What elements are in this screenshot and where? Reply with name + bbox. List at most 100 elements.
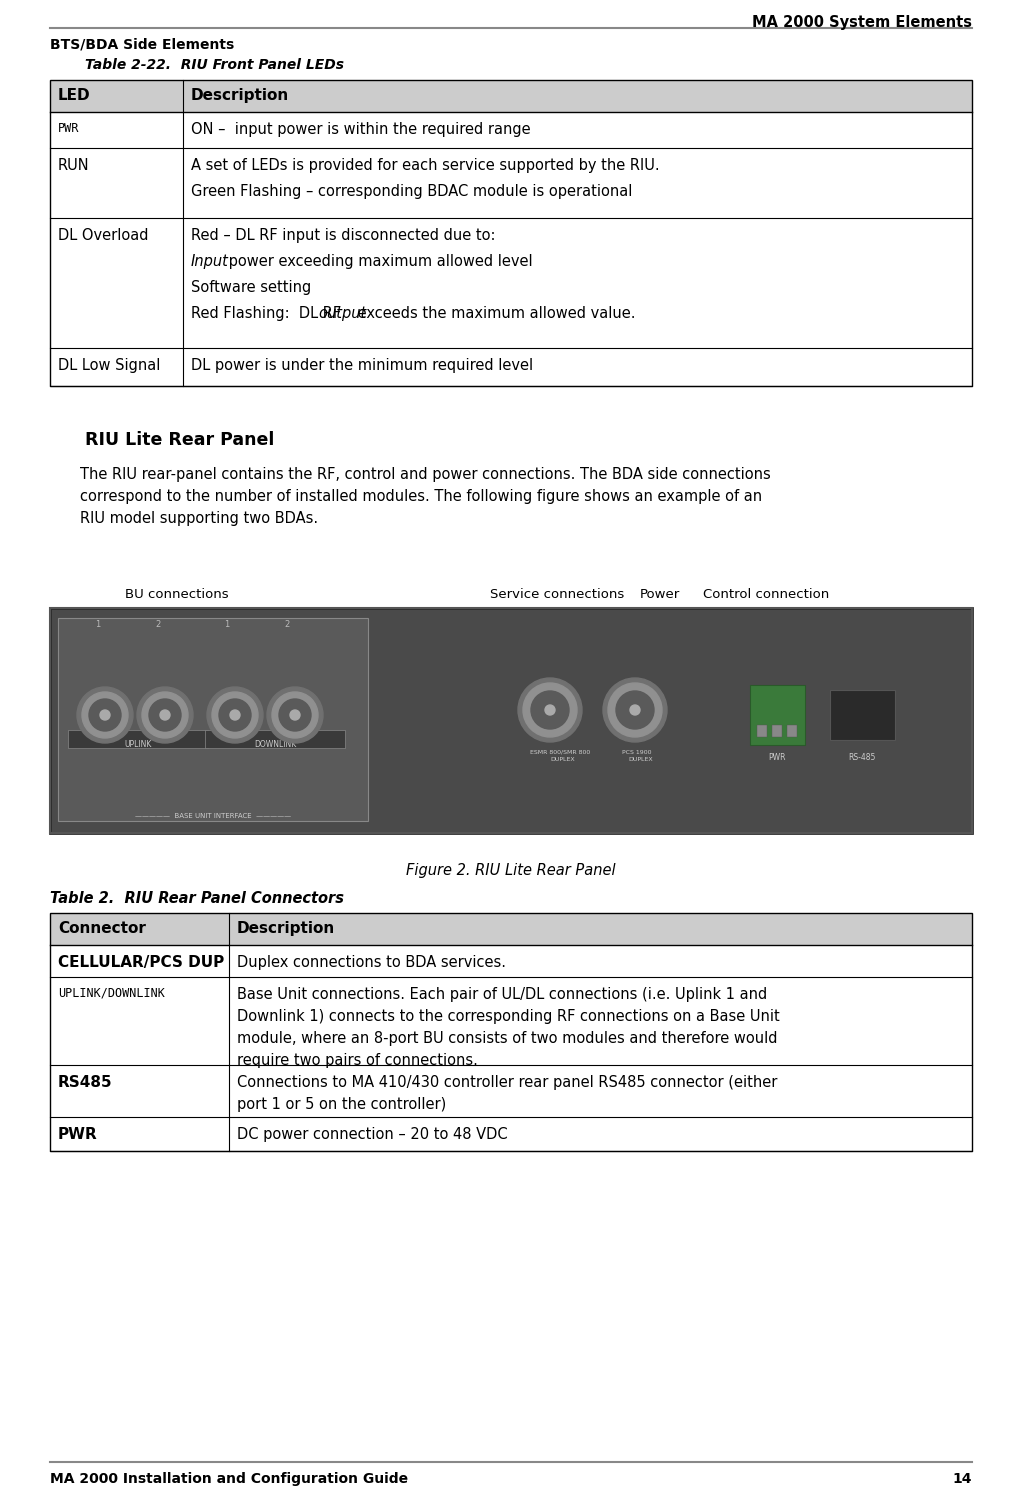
Text: UPLINK/DOWNLINK: UPLINK/DOWNLINK xyxy=(58,987,165,1000)
Circle shape xyxy=(212,692,258,738)
Text: Description: Description xyxy=(237,921,335,936)
Text: DOWNLINK: DOWNLINK xyxy=(253,740,296,748)
Text: Input: Input xyxy=(191,254,229,269)
Text: Green Flashing – corresponding BDAC module is operational: Green Flashing – corresponding BDAC modu… xyxy=(191,184,633,199)
Text: PCS 1900: PCS 1900 xyxy=(622,750,651,754)
Text: RS-485: RS-485 xyxy=(848,753,876,762)
Text: Red Flashing:  DL RF: Red Flashing: DL RF xyxy=(191,305,345,320)
Bar xyxy=(772,725,782,737)
Text: Service connections: Service connections xyxy=(490,588,624,600)
Bar xyxy=(50,347,972,386)
Text: DC power connection – 20 to 48 VDC: DC power connection – 20 to 48 VDC xyxy=(237,1127,508,1142)
Text: BTS/BDA Side Elements: BTS/BDA Side Elements xyxy=(50,37,234,52)
Text: UPLINK: UPLINK xyxy=(125,740,151,748)
Circle shape xyxy=(230,710,240,720)
Text: 1: 1 xyxy=(225,620,230,629)
Text: Duplex connections to BDA services.: Duplex connections to BDA services. xyxy=(237,955,506,970)
Text: PWR: PWR xyxy=(769,753,786,762)
Text: 14: 14 xyxy=(953,1472,972,1487)
Circle shape xyxy=(267,687,323,743)
Bar xyxy=(50,1117,972,1151)
Text: Figure 2. RIU Lite Rear Panel: Figure 2. RIU Lite Rear Panel xyxy=(406,862,616,879)
Bar xyxy=(50,945,972,978)
Bar xyxy=(50,913,972,945)
Text: DUPLEX: DUPLEX xyxy=(550,757,574,762)
Text: The RIU rear-panel contains the RF, control and power connections. The BDA side : The RIU rear-panel contains the RF, cont… xyxy=(80,467,771,482)
Text: Power: Power xyxy=(640,588,681,600)
Text: RS485: RS485 xyxy=(58,1075,112,1090)
Text: 2: 2 xyxy=(155,620,160,629)
Circle shape xyxy=(219,699,251,731)
Circle shape xyxy=(149,699,181,731)
Text: Control connection: Control connection xyxy=(703,588,829,600)
Text: ESMR 800/SMR 800: ESMR 800/SMR 800 xyxy=(530,750,591,754)
Bar xyxy=(50,219,972,347)
Text: DUPLEX: DUPLEX xyxy=(628,757,653,762)
Circle shape xyxy=(603,678,667,743)
Text: PWR: PWR xyxy=(58,121,80,135)
Text: require two pairs of connections.: require two pairs of connections. xyxy=(237,1052,478,1067)
Text: exceeds the maximum allowed value.: exceeds the maximum allowed value. xyxy=(353,305,636,320)
Bar xyxy=(757,725,766,737)
Text: RUN: RUN xyxy=(58,159,90,174)
Circle shape xyxy=(100,710,110,720)
Text: Table 2-22.  RIU Front Panel LEDs: Table 2-22. RIU Front Panel LEDs xyxy=(85,58,344,72)
Text: —————  BASE UNIT INTERFACE  —————: ————— BASE UNIT INTERFACE ————— xyxy=(135,813,291,819)
Bar xyxy=(50,608,972,832)
Bar xyxy=(830,690,895,740)
Text: DL power is under the minimum required level: DL power is under the minimum required l… xyxy=(191,358,533,373)
Text: output: output xyxy=(318,305,366,320)
Bar xyxy=(50,79,972,386)
Circle shape xyxy=(523,683,577,737)
Text: Description: Description xyxy=(191,88,289,103)
Text: power exceeding maximum allowed level: power exceeding maximum allowed level xyxy=(224,254,532,269)
Circle shape xyxy=(137,687,193,743)
Text: LED: LED xyxy=(58,88,91,103)
Bar xyxy=(50,1064,972,1117)
Bar xyxy=(205,731,345,748)
Text: MA 2000 System Elements: MA 2000 System Elements xyxy=(752,15,972,30)
Circle shape xyxy=(89,699,121,731)
Text: ON –  input power is within the required range: ON – input power is within the required … xyxy=(191,121,530,138)
Text: Connector: Connector xyxy=(58,921,146,936)
Bar xyxy=(50,608,972,832)
Circle shape xyxy=(616,692,654,729)
Text: Red – DL RF input is disconnected due to:: Red – DL RF input is disconnected due to… xyxy=(191,228,496,243)
Text: DL Low Signal: DL Low Signal xyxy=(58,358,160,373)
Text: Software setting: Software setting xyxy=(191,280,312,295)
Text: correspond to the number of installed modules. The following figure shows an exa: correspond to the number of installed mo… xyxy=(80,490,762,504)
Circle shape xyxy=(142,692,188,738)
Circle shape xyxy=(290,710,300,720)
Circle shape xyxy=(608,683,662,737)
Text: RIU Lite Rear Panel: RIU Lite Rear Panel xyxy=(85,431,274,449)
Bar xyxy=(50,112,972,148)
Bar xyxy=(50,978,972,1064)
Circle shape xyxy=(272,692,318,738)
Text: DL Overload: DL Overload xyxy=(58,228,148,243)
Circle shape xyxy=(77,687,133,743)
Text: module, where an 8-port BU consists of two modules and therefore would: module, where an 8-port BU consists of t… xyxy=(237,1031,778,1046)
Bar xyxy=(68,731,208,748)
Text: PWR: PWR xyxy=(58,1127,98,1142)
Text: A set of LEDs is provided for each service supported by the RIU.: A set of LEDs is provided for each servi… xyxy=(191,159,659,174)
Text: Base Unit connections. Each pair of UL/DL connections (i.e. Uplink 1 and: Base Unit connections. Each pair of UL/D… xyxy=(237,987,768,1001)
Circle shape xyxy=(279,699,311,731)
Text: Connections to MA 410/430 controller rear panel RS485 connector (either: Connections to MA 410/430 controller rea… xyxy=(237,1075,778,1090)
Bar xyxy=(787,725,797,737)
Bar xyxy=(50,913,972,1151)
Text: 2: 2 xyxy=(284,620,289,629)
Circle shape xyxy=(545,705,555,716)
Circle shape xyxy=(630,705,640,716)
Circle shape xyxy=(207,687,263,743)
Bar xyxy=(58,618,368,820)
Text: RIU model supporting two BDAs.: RIU model supporting two BDAs. xyxy=(80,510,318,525)
Circle shape xyxy=(160,710,170,720)
Circle shape xyxy=(518,678,582,743)
Bar xyxy=(50,79,972,112)
Text: BU connections: BU connections xyxy=(125,588,229,600)
Text: CELLULAR/PCS DUP: CELLULAR/PCS DUP xyxy=(58,955,224,970)
Bar xyxy=(50,148,972,219)
Text: Downlink 1) connects to the corresponding RF connections on a Base Unit: Downlink 1) connects to the correspondin… xyxy=(237,1009,780,1024)
Text: 1: 1 xyxy=(95,620,100,629)
Text: Table 2.  RIU Rear Panel Connectors: Table 2. RIU Rear Panel Connectors xyxy=(50,891,344,906)
